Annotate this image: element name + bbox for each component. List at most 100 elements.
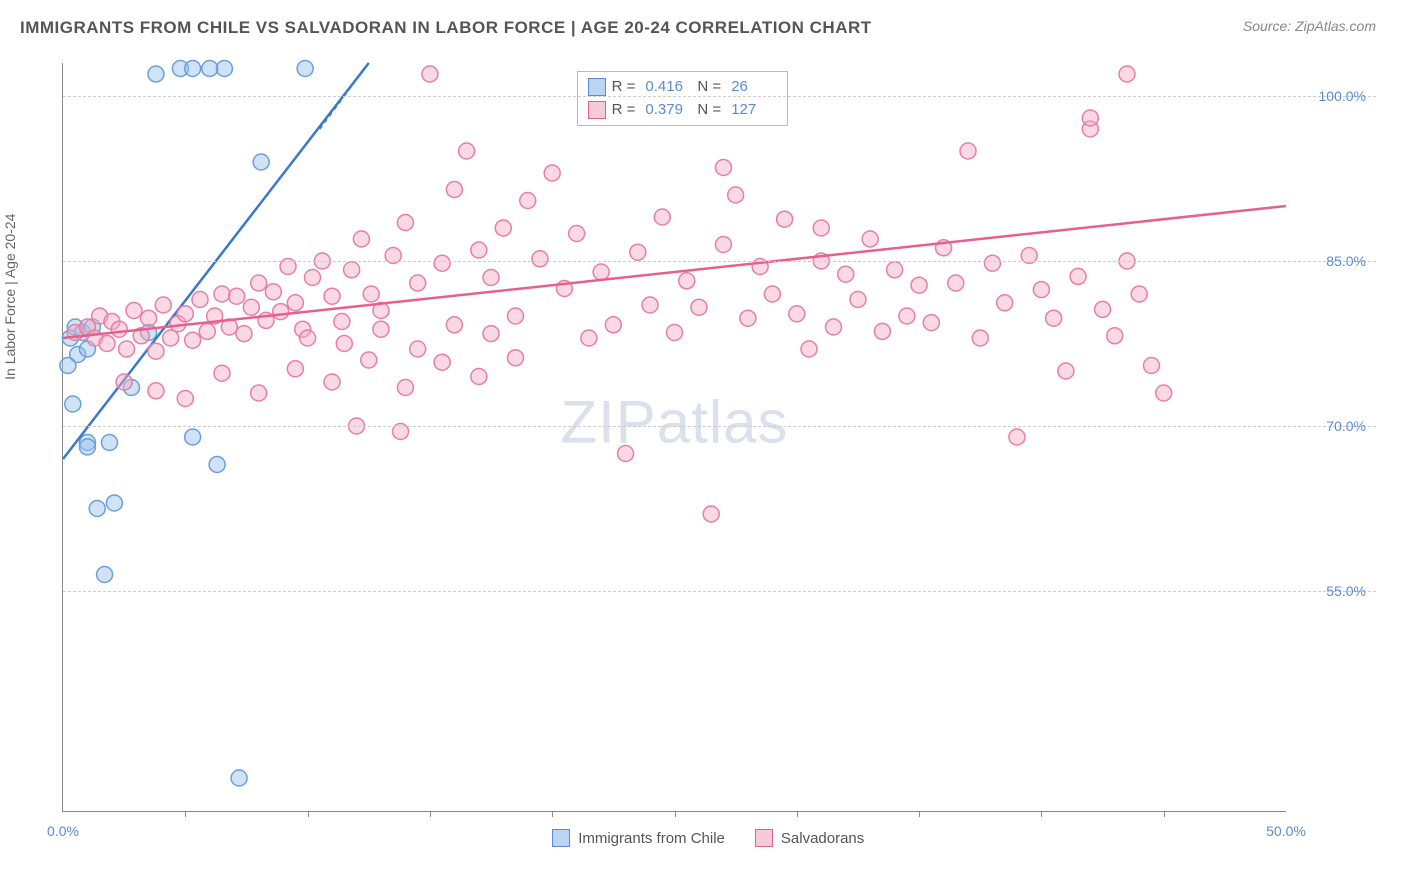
scatter-point	[728, 187, 744, 203]
scatter-point	[236, 326, 252, 342]
scatter-point	[446, 317, 462, 333]
series-legend-label: Immigrants from Chile	[578, 830, 725, 847]
scatter-point	[874, 323, 890, 339]
scatter-point	[209, 457, 225, 473]
scatter-point	[99, 336, 115, 352]
scatter-point	[155, 297, 171, 313]
scatter-point	[251, 385, 267, 401]
scatter-point	[593, 264, 609, 280]
scatter-point	[287, 295, 303, 311]
scatter-point	[508, 308, 524, 324]
scatter-point	[148, 343, 164, 359]
scatter-point	[287, 361, 303, 377]
gridline-horizontal	[63, 261, 1376, 262]
scatter-point	[344, 262, 360, 278]
scatter-point	[141, 310, 157, 326]
y-tick-label: 55.0%	[1326, 583, 1366, 599]
scatter-point	[410, 275, 426, 291]
scatter-point	[185, 61, 201, 77]
scatter-point	[297, 61, 313, 77]
scatter-plot-svg	[63, 63, 1286, 811]
scatter-point	[483, 326, 499, 342]
scatter-point	[544, 165, 560, 181]
scatter-point	[1082, 110, 1098, 126]
scatter-point	[126, 303, 142, 319]
scatter-point	[273, 304, 289, 320]
scatter-point	[60, 358, 76, 374]
scatter-point	[229, 288, 245, 304]
scatter-point	[960, 143, 976, 159]
scatter-point	[801, 341, 817, 357]
legend-swatch	[755, 829, 773, 847]
scatter-point	[324, 288, 340, 304]
scatter-point	[177, 391, 193, 407]
scatter-point	[972, 330, 988, 346]
scatter-point	[667, 325, 683, 341]
scatter-point	[911, 277, 927, 293]
scatter-point	[177, 306, 193, 322]
scatter-point	[251, 275, 267, 291]
scatter-point	[192, 292, 208, 308]
scatter-point	[471, 242, 487, 258]
x-tick	[308, 811, 309, 817]
scatter-point	[111, 321, 127, 337]
scatter-point	[850, 292, 866, 308]
scatter-point	[520, 193, 536, 209]
gridline-horizontal	[63, 96, 1376, 97]
scatter-point	[581, 330, 597, 346]
scatter-point	[324, 374, 340, 390]
scatter-point	[214, 365, 230, 381]
x-tick	[185, 811, 186, 817]
scatter-point	[838, 266, 854, 282]
scatter-point	[630, 244, 646, 260]
scatter-point	[148, 66, 164, 82]
scatter-point	[397, 380, 413, 396]
scatter-point	[923, 315, 939, 331]
scatter-point	[163, 330, 179, 346]
scatter-point	[1095, 301, 1111, 317]
scatter-point	[691, 299, 707, 315]
scatter-point	[214, 286, 230, 302]
scatter-point	[185, 332, 201, 348]
legend-swatch	[552, 829, 570, 847]
scatter-point	[1107, 328, 1123, 344]
source-attribution: Source: ZipAtlas.com	[1243, 18, 1376, 34]
trend-line	[63, 206, 1286, 338]
scatter-point	[101, 435, 117, 451]
scatter-point	[471, 369, 487, 385]
scatter-point	[202, 61, 218, 77]
scatter-point	[434, 354, 450, 370]
series-legend: Immigrants from ChileSalvadorans	[552, 829, 864, 847]
scatter-point	[361, 352, 377, 368]
scatter-point	[532, 251, 548, 267]
scatter-point	[1143, 358, 1159, 374]
scatter-point	[654, 209, 670, 225]
y-tick-label: 85.0%	[1326, 253, 1366, 269]
scatter-point	[825, 319, 841, 335]
x-tick	[797, 811, 798, 817]
scatter-point	[984, 255, 1000, 271]
scatter-point	[243, 299, 259, 315]
scatter-point	[459, 143, 475, 159]
scatter-point	[446, 182, 462, 198]
y-tick-label: 70.0%	[1326, 418, 1366, 434]
scatter-point	[862, 231, 878, 247]
plot-area: ZIPatlas R =0.416N =26R =0.379N =127 Imm…	[62, 63, 1286, 812]
scatter-point	[789, 306, 805, 322]
scatter-point	[253, 154, 269, 170]
scatter-point	[216, 61, 232, 77]
scatter-point	[1070, 268, 1086, 284]
scatter-point	[495, 220, 511, 236]
scatter-point	[1156, 385, 1172, 401]
scatter-point	[434, 255, 450, 271]
scatter-point	[1009, 429, 1025, 445]
x-tick	[1041, 811, 1042, 817]
scatter-point	[231, 770, 247, 786]
gridline-horizontal	[63, 426, 1376, 427]
y-tick-label: 100.0%	[1319, 88, 1366, 104]
chart-title: IMMIGRANTS FROM CHILE VS SALVADORAN IN L…	[20, 18, 872, 38]
scatter-point	[618, 446, 634, 462]
x-tick	[675, 811, 676, 817]
scatter-point	[764, 286, 780, 302]
scatter-point	[410, 341, 426, 357]
